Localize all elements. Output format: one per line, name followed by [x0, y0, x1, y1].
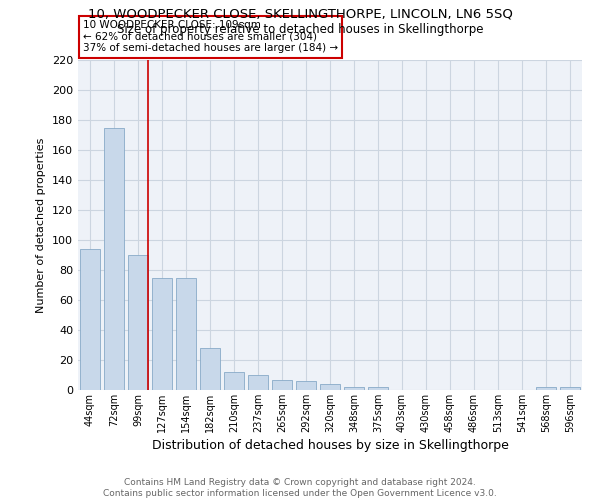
Bar: [128, 255, 148, 390]
Bar: [200, 348, 220, 390]
Bar: [368, 387, 388, 390]
Bar: [248, 375, 268, 390]
Bar: [272, 380, 292, 390]
Bar: [320, 384, 340, 390]
Bar: [176, 278, 196, 390]
Bar: [224, 372, 244, 390]
Bar: [296, 381, 316, 390]
Bar: [152, 278, 172, 390]
Text: Size of property relative to detached houses in Skellingthorpe: Size of property relative to detached ho…: [117, 22, 483, 36]
X-axis label: Distribution of detached houses by size in Skellingthorpe: Distribution of detached houses by size …: [152, 439, 508, 452]
Text: 10, WOODPECKER CLOSE, SKELLINGTHORPE, LINCOLN, LN6 5SQ: 10, WOODPECKER CLOSE, SKELLINGTHORPE, LI…: [88, 8, 512, 20]
Text: Contains HM Land Registry data © Crown copyright and database right 2024.
Contai: Contains HM Land Registry data © Crown c…: [103, 478, 497, 498]
Bar: [344, 387, 364, 390]
Text: 10 WOODPECKER CLOSE: 109sqm
← 62% of detached houses are smaller (304)
37% of se: 10 WOODPECKER CLOSE: 109sqm ← 62% of det…: [83, 20, 338, 54]
Bar: [104, 128, 124, 390]
Bar: [560, 387, 580, 390]
Y-axis label: Number of detached properties: Number of detached properties: [37, 138, 46, 312]
Bar: [536, 387, 556, 390]
Bar: [80, 249, 100, 390]
